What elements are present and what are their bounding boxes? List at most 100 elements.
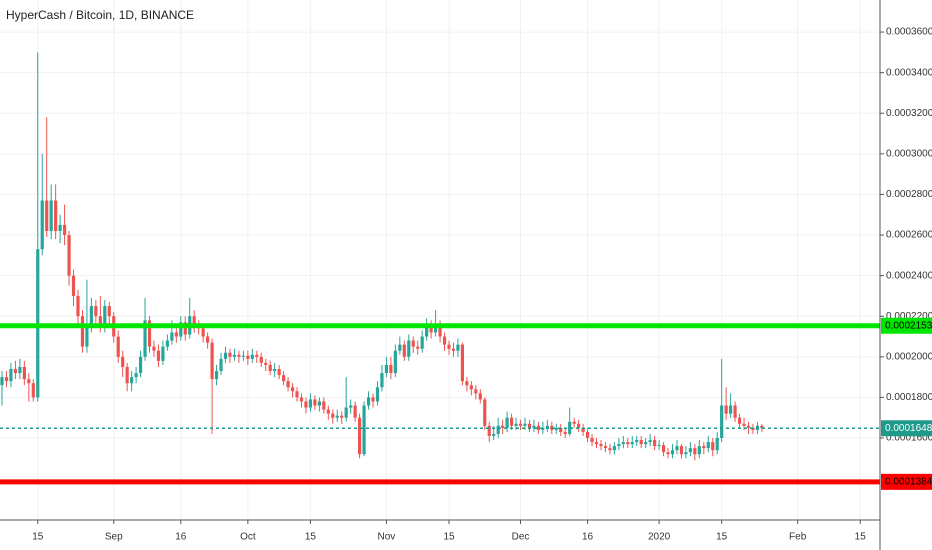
candle-body: [523, 423, 527, 426]
x-tick-label: 15: [855, 532, 867, 543]
candle-body: [724, 405, 728, 414]
candle-body: [358, 417, 362, 455]
candle-body: [635, 440, 639, 443]
candle-body: [134, 373, 138, 378]
candle-body: [563, 431, 567, 434]
x-tick-label: 15: [32, 532, 44, 543]
chart-title: HyperCash / Bitcoin, 1D, BINANCE: [6, 8, 194, 22]
candle-body: [527, 423, 532, 428]
candle-body: [514, 423, 518, 426]
candle-body: [679, 446, 684, 455]
x-tick-label: 16: [175, 532, 187, 543]
candle-body: [295, 391, 299, 398]
candle-body: [326, 409, 330, 414]
price-label-box: [881, 473, 932, 490]
candle-body: [639, 440, 643, 445]
candle-body: [349, 405, 353, 408]
candle-body: [170, 332, 174, 341]
candle-body: [384, 364, 389, 374]
candle-body: [371, 397, 375, 402]
candle-body: [223, 352, 228, 359]
candle-body: [71, 275, 76, 296]
candle-body: [545, 425, 549, 428]
candle-body: [232, 354, 237, 357]
candle-body: [62, 224, 67, 236]
candle-body: [4, 377, 9, 382]
candle-body: [536, 425, 540, 430]
y-tick-label: 0.0003200: [886, 108, 932, 119]
candle-body: [27, 379, 31, 384]
candle-body: [608, 448, 612, 451]
candle-body: [76, 295, 80, 317]
candle-body: [9, 368, 13, 382]
candle-body: [433, 324, 438, 333]
y-tick-label: 0.0002000: [886, 351, 932, 362]
candle-body: [268, 364, 272, 372]
y-tick-label: 0.0003000: [886, 148, 932, 159]
candle-body: [89, 306, 93, 327]
candle-body: [554, 427, 558, 430]
candle-body: [219, 358, 223, 372]
candle-body: [40, 200, 44, 250]
candle-body: [657, 445, 661, 447]
candle-body: [469, 385, 473, 390]
candle-body: [715, 438, 719, 451]
candle-body: [702, 446, 706, 449]
candle-body: [456, 344, 460, 351]
candle-body: [420, 336, 424, 349]
x-tick-label: 15: [443, 532, 455, 543]
candle-body: [644, 442, 648, 445]
x-tick-label: 16: [582, 532, 594, 543]
candle-body: [103, 306, 107, 327]
candle-body: [143, 320, 147, 357]
candle-body: [156, 350, 161, 361]
candle-body: [393, 350, 397, 374]
candle-body: [380, 373, 384, 388]
candle-body: [241, 355, 245, 357]
candle-body: [451, 348, 456, 351]
candle-body: [742, 423, 746, 426]
candle-body: [80, 316, 85, 347]
candle-body: [304, 401, 308, 408]
candle-body: [201, 328, 205, 337]
price-label-box: [881, 420, 932, 437]
x-tick-label: Oct: [240, 532, 256, 543]
candle-body: [711, 442, 715, 451]
candle-body: [340, 415, 344, 418]
candle-body: [121, 356, 125, 367]
candle-body: [599, 444, 603, 447]
candle-body: [94, 306, 98, 317]
candle-body: [273, 368, 277, 372]
candle-body: [581, 427, 585, 432]
candle-body: [259, 356, 263, 363]
candle-body: [697, 446, 701, 455]
y-tick-label: 0.0001600: [886, 433, 932, 444]
candle-body: [290, 387, 295, 392]
candle-body: [147, 320, 152, 347]
candle-body: [67, 235, 71, 276]
candle-body: [411, 340, 415, 347]
candle-body: [429, 326, 433, 333]
candle-body: [746, 425, 751, 428]
candle-body: [425, 326, 429, 337]
price-label: 0.0001384: [885, 476, 932, 487]
candle-body: [308, 399, 313, 408]
candle-body: [228, 352, 232, 357]
candle-body: [648, 440, 652, 443]
candle-body: [31, 383, 35, 398]
candle-body: [116, 336, 120, 357]
candle-body: [706, 442, 710, 449]
candle-body: [621, 442, 625, 445]
candle-body: [277, 368, 281, 376]
candle-body: [720, 405, 724, 439]
candle-body: [733, 405, 737, 418]
candle-body: [550, 425, 554, 430]
candle-body: [125, 366, 129, 384]
candle-body: [255, 354, 259, 357]
y-tick-label: 0.0002600: [886, 230, 932, 241]
x-tick-label: 15: [716, 532, 728, 543]
candle-body: [362, 405, 366, 455]
candle-body: [317, 401, 321, 406]
